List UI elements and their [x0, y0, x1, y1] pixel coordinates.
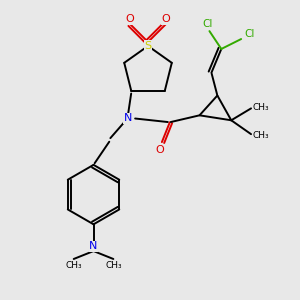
Text: CH₃: CH₃	[253, 103, 269, 112]
Text: N: N	[89, 241, 98, 251]
Text: O: O	[161, 14, 170, 24]
Text: CH₃: CH₃	[253, 130, 269, 140]
Text: Cl: Cl	[244, 29, 254, 39]
Text: O: O	[155, 145, 164, 155]
Text: CH₃: CH₃	[105, 261, 122, 270]
Text: CH₃: CH₃	[65, 261, 82, 270]
Text: O: O	[126, 14, 135, 24]
Text: N: N	[124, 113, 132, 123]
Text: Cl: Cl	[202, 19, 213, 29]
Text: S: S	[145, 41, 152, 51]
